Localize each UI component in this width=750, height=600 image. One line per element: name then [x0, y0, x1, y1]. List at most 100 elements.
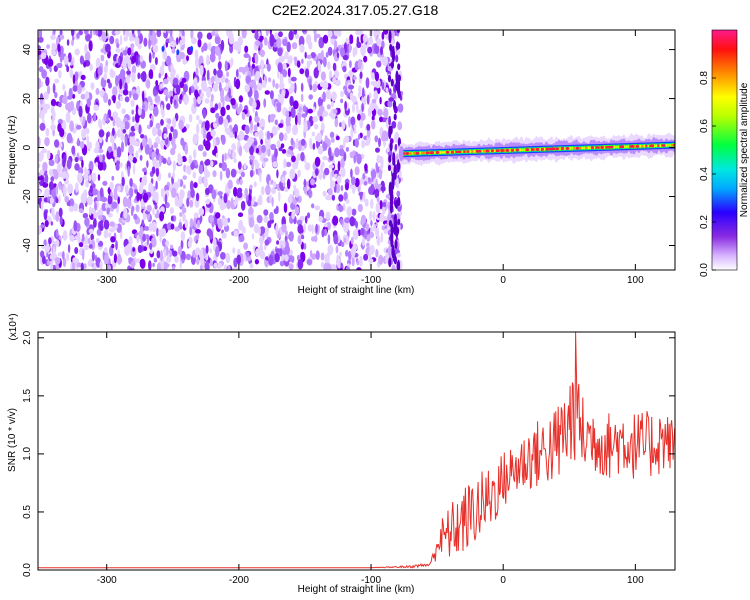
heatmap-cell [250, 120, 254, 131]
heatmap-cell [340, 90, 344, 98]
heatmap-cell [364, 198, 369, 207]
heatmap-cell [350, 37, 354, 43]
heatmap-cell [397, 63, 401, 71]
heatmap-cell [315, 223, 318, 234]
heatmap-cell [212, 83, 219, 92]
heatmap-cell [195, 229, 201, 234]
heatmap-cell [67, 52, 72, 63]
heatmap-cell [152, 44, 159, 53]
heatmap-cell [122, 89, 129, 96]
heatmap-cell [103, 229, 109, 239]
heatmap-cell [38, 190, 42, 196]
heatmap-cell [259, 118, 266, 128]
heatmap-cell [282, 69, 288, 78]
heatmap-cell [175, 37, 179, 45]
heatmap-cell [209, 248, 212, 254]
heatmap-cell [182, 175, 187, 181]
heatmap-cell [338, 148, 345, 157]
heatmap-cell [255, 248, 261, 257]
heatmap-cell [360, 34, 364, 44]
heatmap-cell [222, 96, 225, 108]
heatmap-cell [439, 151, 442, 154]
heatmap-cell [354, 166, 360, 176]
heatmap-cell [265, 30, 269, 37]
heatmap-cell [170, 223, 175, 230]
heatmap-cell [292, 199, 298, 205]
heatmap-cell [197, 219, 200, 228]
heatmap-cell [58, 69, 62, 79]
heatmap-cell [46, 44, 51, 49]
heatmap-cell [179, 93, 183, 100]
heatmap-cell [380, 46, 383, 56]
heatmap-cell [151, 237, 157, 248]
heatmap-cell [375, 78, 381, 89]
heatmap-cell [344, 135, 350, 143]
heatmap-cell [170, 95, 173, 105]
heatmap-cell [134, 122, 140, 131]
heatmap-cell [55, 197, 59, 204]
heatmap-cell [239, 234, 245, 242]
heatmap-cell [137, 72, 141, 80]
heatmap-cell [249, 145, 254, 156]
heatmap-cell [66, 132, 73, 144]
heatmap-cell [563, 147, 566, 150]
snr-frame [37, 331, 676, 571]
heatmap-cell [389, 88, 392, 96]
heatmap-cell [373, 81, 377, 88]
heatmap-cell [373, 30, 378, 39]
heatmap-cell [203, 176, 207, 185]
heatmap-cell [403, 152, 406, 155]
heatmap-cell [202, 42, 208, 52]
heatmap-cell [259, 172, 262, 183]
heatmap-cell [340, 98, 344, 104]
heatmap-cell [274, 252, 280, 263]
heatmap-cell [319, 98, 324, 104]
heatmap-cell [253, 140, 258, 146]
heatmap-cell [353, 129, 357, 134]
heatmap-cell [382, 201, 387, 208]
heatmap-cell [163, 30, 167, 34]
heatmap-cell [170, 215, 174, 222]
heatmap-cell [206, 32, 213, 40]
heatmap-cell [83, 263, 87, 269]
heatmap-cell [156, 227, 159, 237]
heatmap-cell [333, 30, 340, 37]
heatmap-cell [171, 47, 176, 54]
heatmap-cell [395, 54, 399, 63]
heatmap-cell [51, 42, 57, 52]
heatmap-cell [62, 95, 68, 105]
heatmap-cell [390, 223, 394, 235]
heatmap-cell [196, 114, 200, 121]
heatmap-cell [320, 71, 326, 81]
heatmap-cell [197, 144, 204, 152]
heatmap-cell [352, 47, 356, 58]
heatmap-cell [238, 130, 245, 141]
heatmap-cell [237, 74, 242, 79]
heatmap-cell [297, 224, 304, 234]
heatmap-cell [361, 237, 366, 247]
heatmap-cell [286, 41, 291, 53]
heatmap-cell [195, 192, 200, 202]
heatmap-cell [249, 184, 253, 190]
heatmap-cell [237, 161, 242, 170]
heatmap-cell [116, 254, 122, 265]
heatmap-cell [168, 172, 171, 179]
heatmap-cell [225, 83, 229, 93]
heatmap-cell [85, 169, 89, 176]
heatmap-cell [599, 146, 602, 149]
heatmap-cell [233, 230, 239, 237]
heatmap-cell [210, 107, 216, 114]
heatmap-cell [146, 160, 149, 168]
heatmap-cell [301, 146, 305, 151]
heatmap-cell [179, 212, 183, 217]
heatmap-cell [95, 161, 99, 167]
heatmap-cell [91, 251, 95, 262]
heatmap-cell [344, 100, 347, 111]
heatmap-cell [131, 55, 137, 64]
heatmap-cell [72, 257, 78, 264]
heatmap-cell [378, 254, 384, 265]
heatmap-cell [57, 102, 62, 108]
heatmap-cell [291, 42, 298, 50]
heatmap-cell [587, 146, 590, 149]
heatmap-cell [336, 258, 341, 263]
